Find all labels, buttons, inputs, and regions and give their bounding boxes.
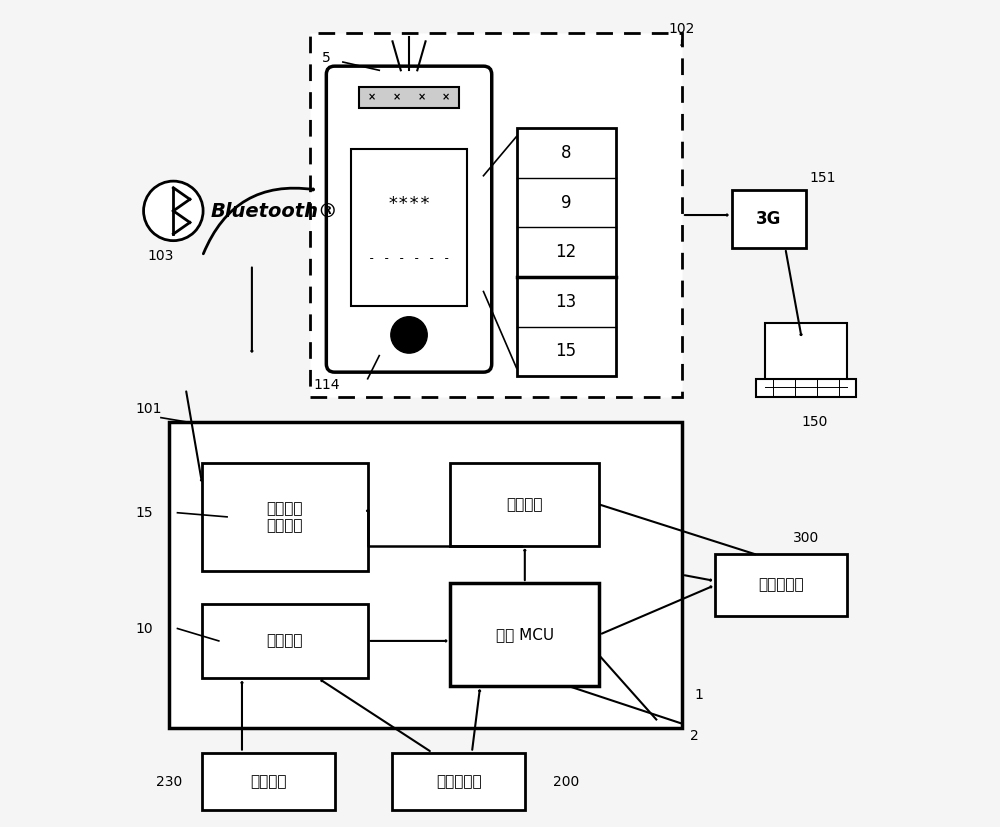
FancyBboxPatch shape [351, 149, 467, 306]
Text: 各种执行器: 各种执行器 [758, 577, 804, 593]
FancyBboxPatch shape [359, 87, 459, 108]
FancyBboxPatch shape [202, 463, 368, 571]
Text: ×: × [393, 92, 401, 102]
Circle shape [142, 179, 205, 242]
FancyBboxPatch shape [765, 323, 847, 380]
FancyBboxPatch shape [732, 190, 806, 248]
FancyBboxPatch shape [517, 128, 616, 376]
FancyBboxPatch shape [715, 554, 847, 616]
Text: 输出电路: 输出电路 [507, 497, 543, 512]
Text: 2: 2 [690, 729, 699, 743]
Text: 10: 10 [136, 622, 153, 635]
Text: 151: 151 [809, 171, 836, 184]
Text: 操控开关: 操控开关 [250, 774, 287, 789]
Text: 局域无线
通讯电路: 局域无线 通讯电路 [267, 500, 303, 533]
FancyBboxPatch shape [326, 66, 492, 372]
Text: 13: 13 [556, 293, 577, 311]
Text: 300: 300 [793, 531, 819, 544]
Circle shape [391, 317, 427, 353]
Text: Bluetooth®: Bluetooth® [211, 202, 338, 220]
Text: 150: 150 [801, 415, 827, 428]
Text: 3G: 3G [756, 210, 781, 228]
FancyBboxPatch shape [202, 604, 368, 678]
Text: 12: 12 [556, 243, 577, 261]
Text: 各种传感器: 各种传感器 [436, 774, 481, 789]
Text: 控制 MCU: 控制 MCU [496, 627, 554, 643]
FancyBboxPatch shape [450, 463, 599, 546]
Text: ×: × [368, 92, 376, 102]
Text: 230: 230 [156, 775, 182, 788]
Text: 15: 15 [136, 506, 153, 519]
FancyBboxPatch shape [202, 753, 335, 810]
FancyBboxPatch shape [392, 753, 525, 810]
Text: - - - - - -: - - - - - - [368, 252, 450, 265]
Text: ****: **** [387, 195, 431, 213]
Text: 200: 200 [553, 775, 579, 788]
Text: 8: 8 [561, 144, 571, 162]
FancyBboxPatch shape [95, 17, 905, 819]
FancyBboxPatch shape [310, 33, 682, 397]
Text: 15: 15 [556, 342, 577, 361]
Text: 101: 101 [135, 403, 162, 416]
Text: ×: × [442, 92, 450, 102]
Text: 1: 1 [694, 688, 703, 701]
Text: 114: 114 [313, 378, 340, 391]
FancyBboxPatch shape [169, 422, 682, 728]
Text: ×: × [417, 92, 425, 102]
Text: 103: 103 [148, 250, 174, 263]
FancyBboxPatch shape [450, 583, 599, 686]
Text: 9: 9 [561, 194, 571, 212]
Text: 输入电路: 输入电路 [267, 633, 303, 648]
Text: 5: 5 [322, 51, 331, 65]
FancyBboxPatch shape [756, 379, 856, 397]
Text: 102: 102 [669, 22, 695, 36]
